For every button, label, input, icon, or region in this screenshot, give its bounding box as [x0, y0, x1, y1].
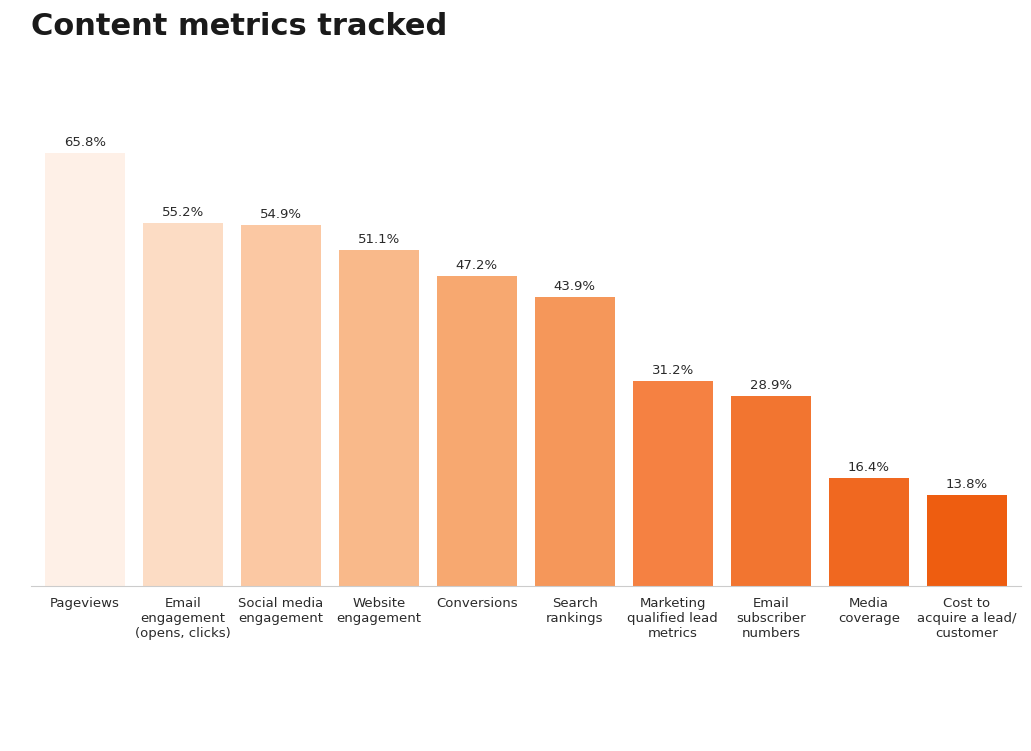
Bar — [535, 297, 614, 586]
Text: 65.8%: 65.8% — [64, 137, 106, 149]
Bar — [338, 250, 419, 586]
Bar — [44, 153, 125, 586]
Text: 13.8%: 13.8% — [945, 478, 988, 491]
Bar — [633, 381, 713, 586]
Bar — [731, 396, 811, 586]
Text: 31.2%: 31.2% — [652, 363, 694, 377]
Text: 47.2%: 47.2% — [456, 258, 498, 272]
Text: 51.1%: 51.1% — [358, 233, 400, 246]
Bar — [437, 276, 517, 586]
Text: 43.9%: 43.9% — [554, 280, 596, 294]
Text: 55.2%: 55.2% — [162, 206, 204, 219]
Bar — [142, 223, 223, 586]
Bar — [829, 478, 909, 586]
Bar — [927, 495, 1007, 586]
Text: Content metrics tracked: Content metrics tracked — [31, 12, 447, 41]
Text: 54.9%: 54.9% — [260, 208, 302, 221]
Bar — [240, 225, 321, 586]
Text: 16.4%: 16.4% — [847, 461, 890, 474]
Text: 28.9%: 28.9% — [750, 379, 792, 392]
